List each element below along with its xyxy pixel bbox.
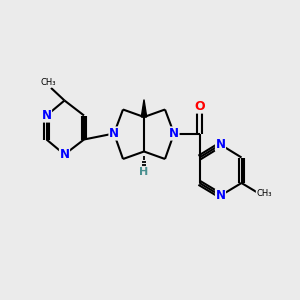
Text: H: H: [140, 167, 148, 177]
Text: O: O: [194, 100, 205, 113]
Text: N: N: [215, 138, 226, 151]
Text: CH₃: CH₃: [41, 78, 56, 87]
Text: N: N: [109, 127, 119, 140]
Text: N: N: [215, 189, 226, 202]
Text: N: N: [41, 109, 52, 122]
Text: N: N: [169, 127, 179, 140]
Polygon shape: [141, 100, 147, 117]
Text: N: N: [59, 148, 70, 161]
Text: CH₃: CH₃: [256, 189, 272, 198]
